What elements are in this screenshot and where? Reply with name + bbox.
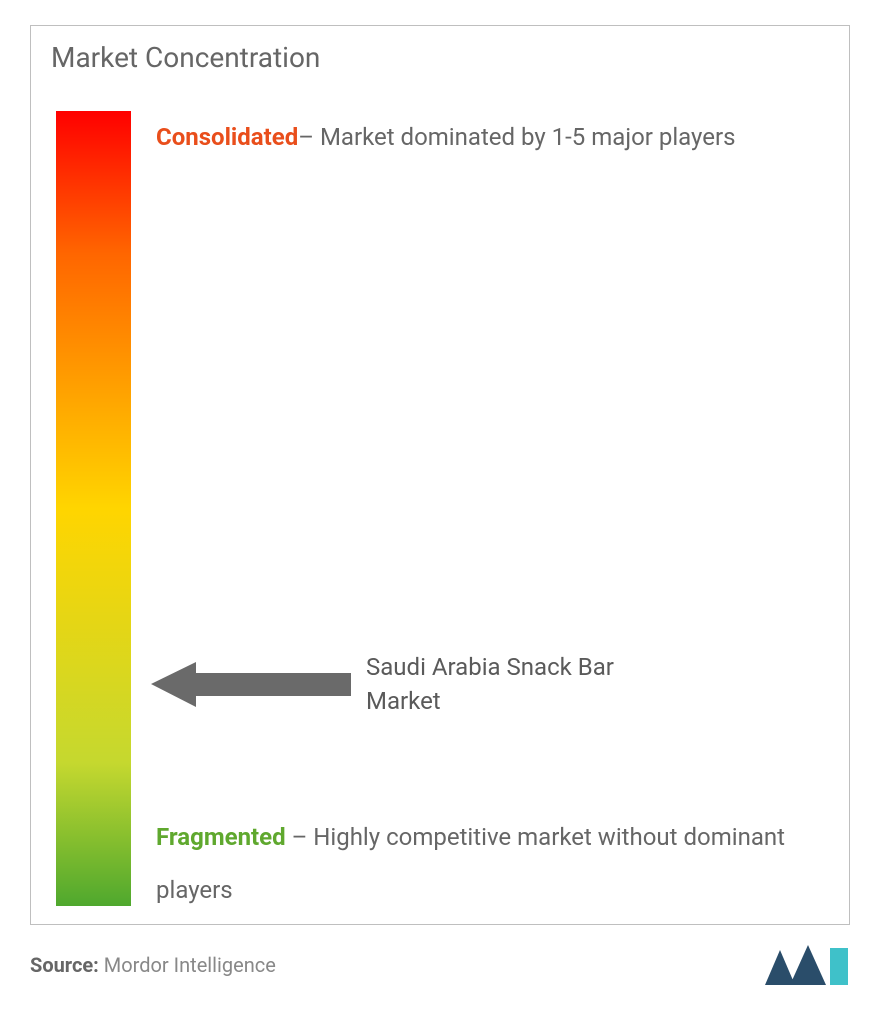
- footer: Source: Mordor Intelligence: [30, 940, 855, 990]
- content-frame: Market Concentration Consolidated– Marke…: [30, 25, 850, 925]
- consolidated-description-block: Consolidated– Market dominated by 1-5 ma…: [156, 111, 816, 164]
- fragmented-label: Fragmented: [156, 823, 286, 851]
- market-name-label: Saudi Arabia Snack Bar Market: [366, 651, 666, 718]
- consolidated-description: – Market dominated by 1-5 major players: [298, 123, 735, 151]
- fragmented-description-block: Fragmented – Highly competitive market w…: [156, 811, 836, 917]
- source-prefix: Source:: [30, 953, 104, 977]
- page-title: Market Concentration: [51, 41, 320, 74]
- arrow-left-icon: [151, 662, 351, 707]
- market-pointer-group: Saudi Arabia Snack Bar Market: [151, 651, 666, 718]
- source-text: Mordor Intelligence: [104, 953, 276, 977]
- infographic-container: Market Concentration Consolidated– Marke…: [0, 0, 885, 1010]
- consolidated-label: Consolidated: [156, 123, 298, 151]
- mi-logo-icon: [760, 940, 855, 990]
- source-attribution: Source: Mordor Intelligence: [30, 953, 276, 977]
- concentration-gradient-bar: [56, 111, 131, 906]
- mordor-logo: [760, 940, 855, 990]
